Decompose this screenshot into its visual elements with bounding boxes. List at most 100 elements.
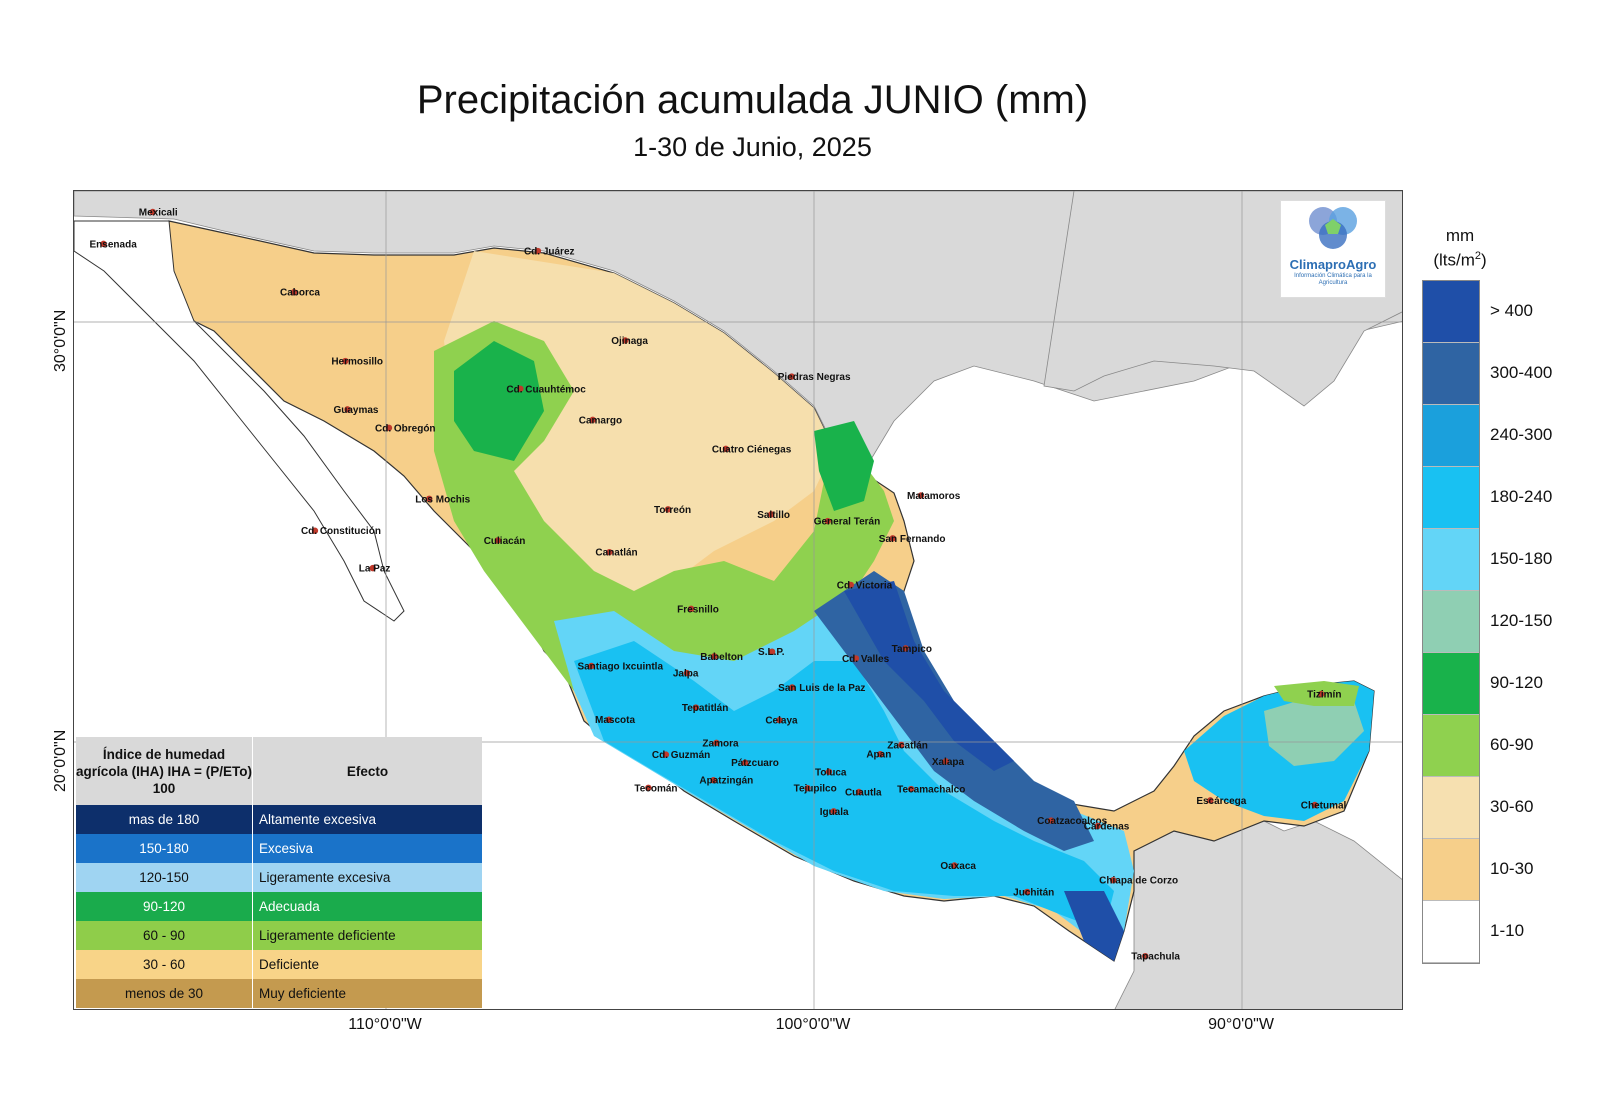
- city-marker[interactable]: [605, 716, 613, 723]
- legend-label: 10-30: [1490, 859, 1534, 878]
- city-marker[interactable]: [855, 788, 863, 796]
- city-marker[interactable]: [606, 548, 613, 556]
- legend-label: 180-240: [1490, 487, 1553, 506]
- city-marker[interactable]: [711, 653, 718, 660]
- legend-label: 120-150: [1490, 611, 1553, 630]
- city-marker[interactable]: [588, 662, 595, 670]
- city-marker[interactable]: [100, 240, 107, 248]
- city-marker[interactable]: [1317, 690, 1325, 698]
- city-marker[interactable]: [824, 517, 831, 525]
- city-marker[interactable]: [1094, 822, 1101, 830]
- city-marker[interactable]: [589, 416, 596, 424]
- city-label: Canatlán: [595, 548, 637, 559]
- city-marker[interactable]: [369, 564, 376, 572]
- city-label: Torreón: [654, 505, 691, 516]
- city-label: Chetumal: [1301, 801, 1347, 812]
- iha-row: mas de 180 Altamente excesiva: [76, 805, 482, 834]
- city-marker[interactable]: [776, 716, 783, 724]
- city-label: Guaymas: [333, 405, 378, 416]
- iha-effect: Ligeramente deficiente: [259, 928, 396, 943]
- city-marker[interactable]: [683, 669, 691, 677]
- iha-row: 120-150 Ligeramente excesiva: [76, 863, 482, 892]
- city-label: Toluca: [815, 767, 847, 778]
- climaproagro-logo: ClimaproAgro Información Climática para …: [1280, 200, 1386, 298]
- city-marker[interactable]: [517, 385, 524, 392]
- city-label: La Paz: [359, 564, 391, 575]
- city-marker[interactable]: [692, 704, 700, 711]
- iha-row: 150-180 Excesiva: [76, 834, 482, 863]
- city-marker[interactable]: [902, 645, 909, 652]
- city-label: Apan: [866, 750, 891, 761]
- legend-swatch: [1423, 901, 1479, 963]
- city-label: Coatzacoalcos: [1037, 816, 1107, 827]
- city-marker[interactable]: [830, 808, 837, 815]
- city-marker[interactable]: [290, 288, 298, 296]
- iha-range: mas de 180: [76, 805, 253, 834]
- city-label: Oaxaca: [940, 861, 976, 872]
- city-marker[interactable]: [852, 655, 860, 662]
- city-marker[interactable]: [710, 777, 717, 784]
- zone-90-120: [454, 341, 874, 511]
- iha-table: Índice de humedad agrícola (IHA) IHA = (…: [76, 737, 482, 1008]
- city-marker[interactable]: [149, 208, 156, 216]
- city-marker[interactable]: [426, 495, 433, 503]
- city-marker[interactable]: [768, 511, 775, 518]
- city-marker[interactable]: [1142, 953, 1149, 960]
- iha-row: 60 - 90 Ligeramente deficiente: [76, 921, 482, 950]
- city-marker[interactable]: [494, 537, 501, 544]
- iha-range: 30 - 60: [76, 950, 253, 979]
- city-marker[interactable]: [1109, 876, 1117, 884]
- city-marker[interactable]: [788, 684, 796, 691]
- city-marker[interactable]: [534, 247, 542, 255]
- iha-table-header: Índice de humedad agrícola (IHA) IHA = (…: [76, 737, 482, 805]
- city-marker[interactable]: [951, 862, 958, 869]
- city-label: Cd. Obregón: [375, 423, 436, 434]
- legend-swatch: [1423, 839, 1479, 901]
- city-marker[interactable]: [664, 506, 672, 513]
- legend-swatch: [1423, 281, 1479, 343]
- city-marker[interactable]: [788, 373, 795, 380]
- city-marker[interactable]: [917, 492, 925, 499]
- city-marker[interactable]: [898, 741, 905, 749]
- map-frame[interactable]: Mexicali Ensenada Cd. Juárez Caborca Ojinaga…: [73, 190, 1403, 1010]
- city-marker[interactable]: [1023, 888, 1031, 896]
- city-marker[interactable]: [741, 759, 749, 766]
- city-marker[interactable]: [342, 357, 349, 365]
- city-marker[interactable]: [722, 445, 730, 453]
- city-marker[interactable]: [687, 605, 695, 613]
- city-label: Jalpa: [673, 669, 699, 680]
- city-marker[interactable]: [768, 648, 776, 655]
- city-marker[interactable]: [847, 581, 855, 589]
- city-marker[interactable]: [877, 750, 884, 758]
- city-marker[interactable]: [645, 784, 652, 791]
- city-marker[interactable]: [942, 758, 950, 765]
- city-marker[interactable]: [804, 785, 811, 792]
- city-marker[interactable]: [907, 785, 915, 793]
- city-marker[interactable]: [662, 751, 670, 758]
- city-marker[interactable]: [385, 424, 393, 432]
- city-marker[interactable]: [825, 768, 833, 776]
- city-marker[interactable]: [889, 535, 896, 542]
- lon-label-100: 100°0'0"W: [775, 1016, 851, 1033]
- city-label: Tepatitlán: [682, 703, 728, 714]
- city-label: Mexicali: [139, 207, 178, 218]
- city-marker[interactable]: [1047, 817, 1055, 824]
- logo-emblem-icon: [1309, 207, 1357, 249]
- mexico-precipitation-map[interactable]: Mexicali Ensenada Cd. Juárez Caborca Ojinaga…: [74, 191, 1403, 1010]
- legend-swatch: [1423, 343, 1479, 405]
- iha-range: 90-120: [76, 892, 253, 921]
- precip-zones: [434, 251, 1374, 961]
- city-marker[interactable]: [311, 527, 319, 534]
- iha-range: 120-150: [76, 863, 253, 892]
- city-marker[interactable]: [1311, 801, 1318, 809]
- city-marker[interactable]: [344, 406, 351, 413]
- city-label: Cuautla: [845, 787, 882, 798]
- city-label: Cuatro Ciénegas: [712, 444, 792, 455]
- city-marker[interactable]: [713, 739, 720, 747]
- iha-table-body: mas de 180 Altamente excesiva 150-180 Exces…: [76, 805, 482, 1008]
- city-marker[interactable]: [1207, 797, 1214, 804]
- city-label: Zacatlán: [887, 740, 928, 751]
- city-marker[interactable]: [622, 337, 629, 344]
- city-label: Matamoros: [907, 491, 961, 502]
- city-label: Cd. Constitución: [301, 526, 381, 537]
